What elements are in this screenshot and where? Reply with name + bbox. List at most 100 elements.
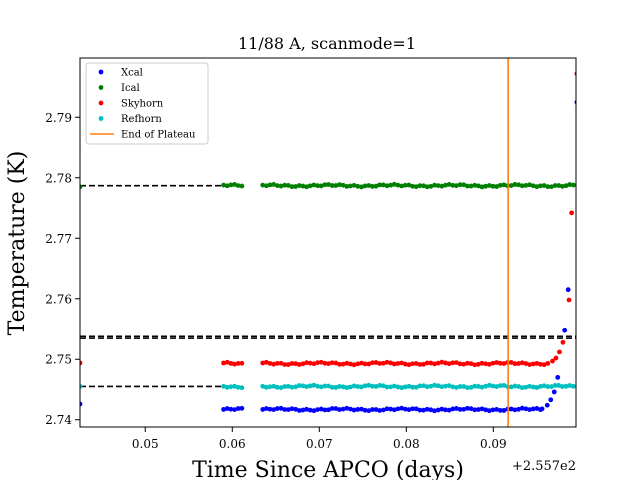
- data-point-refhorn: [443, 383, 448, 389]
- data-point-ical: [457, 182, 463, 188]
- data-point-xcal: [369, 407, 375, 412]
- data-point-refhorn: [432, 382, 437, 388]
- data-point-refhorn: [556, 383, 562, 388]
- data-point-skyhorn: [221, 360, 226, 366]
- data-point-ical: [340, 182, 346, 188]
- data-point-ical: [263, 183, 269, 189]
- data-point-xcal: [344, 405, 350, 411]
- data-point-xcal: [274, 406, 280, 411]
- data-point-ical: [344, 183, 350, 189]
- data-point-refhorn: [395, 384, 401, 390]
- data-point-refhorn: [483, 383, 489, 389]
- data-point-skyhorn: [315, 360, 320, 366]
- data-point-ical: [289, 184, 295, 190]
- data-point-xcal: [523, 406, 529, 412]
- data-point-skyhorn: [300, 361, 306, 367]
- data-point-refhorn: [289, 384, 295, 390]
- data-point-skyhorn: [450, 360, 456, 366]
- data-point-ical: [410, 183, 415, 189]
- data-point-xcal: [457, 406, 463, 412]
- data-point-xcal: [539, 406, 545, 412]
- data-point-refhorn: [351, 383, 357, 389]
- data-point-ical: [380, 182, 386, 188]
- data-point-skyhorn: [362, 361, 368, 367]
- data-point-ical: [384, 183, 390, 189]
- data-point-ical: [267, 182, 273, 188]
- data-point-xcal: [318, 406, 324, 412]
- data-point-skyhorn: [271, 361, 277, 367]
- data-point-refhorn: [497, 383, 503, 389]
- data-point-skyhorn: [293, 361, 299, 367]
- data-point-ical: [406, 182, 412, 188]
- data-point-xcal: [548, 397, 554, 403]
- data-point-skyhorn: [454, 360, 459, 366]
- data-point-refhorn: [384, 384, 390, 390]
- data-point-skyhorn: [501, 361, 507, 366]
- data-point-refhorn: [560, 384, 565, 389]
- data-point-xcal: [424, 406, 430, 412]
- plot-data-layer: [80, 58, 576, 427]
- data-point-ical: [556, 183, 562, 188]
- data-point-ical: [560, 183, 565, 189]
- data-point-ical: [541, 183, 547, 188]
- data-point-refhorn: [428, 383, 434, 389]
- data-point-xcal: [399, 405, 405, 411]
- data-point-skyhorn: [311, 361, 317, 367]
- data-point-ical: [285, 183, 291, 188]
- data-point-ical: [232, 182, 237, 187]
- legend-box: [85, 62, 209, 145]
- data-point-skyhorn: [457, 361, 463, 367]
- data-point-ical: [315, 183, 320, 189]
- series-xcal: [80, 99, 576, 414]
- legend-label: Xcal: [121, 68, 143, 79]
- y-tick-label: 2.79: [45, 111, 72, 125]
- data-point-refhorn: [318, 384, 324, 390]
- data-point-ical: [538, 183, 543, 189]
- data-point-xcal: [516, 406, 521, 412]
- data-point-refhorn: [475, 383, 481, 389]
- data-point-ical: [435, 183, 441, 189]
- data-point-refhorn: [293, 384, 299, 390]
- data-point-xcal: [384, 406, 390, 412]
- data-point-skyhorn: [235, 360, 241, 366]
- data-point-skyhorn: [344, 360, 350, 366]
- data-point-skyhorn: [359, 360, 364, 366]
- data-point-xcal: [300, 407, 306, 413]
- data-point-skyhorn: [388, 360, 394, 366]
- legend-marker-skyhorn: [98, 100, 104, 106]
- data-point-refhorn: [541, 383, 547, 389]
- data-point-skyhorn: [545, 361, 551, 366]
- data-point-xcal: [260, 407, 266, 412]
- data-point-ical: [490, 183, 496, 189]
- data-point-ical: [282, 182, 288, 188]
- data-point-ical: [508, 183, 514, 188]
- data-point-ical: [300, 183, 306, 189]
- data-point-refhorn: [296, 383, 302, 388]
- data-point-refhorn: [263, 384, 269, 390]
- data-point-xcal: [439, 406, 445, 412]
- data-point-refhorn: [221, 383, 226, 389]
- data-point-skyhorn: [541, 362, 547, 368]
- series-skyhorn: [80, 71, 576, 368]
- data-point-ical: [228, 182, 234, 188]
- data-point-ical: [326, 182, 331, 187]
- data-point-ical: [355, 183, 361, 189]
- data-point-ical: [373, 183, 379, 189]
- data-point-refhorn: [421, 383, 426, 389]
- data-point-skyhorn: [384, 359, 390, 365]
- legend-marker-xcal: [98, 69, 104, 75]
- data-point-skyhorn: [406, 362, 412, 368]
- legend-label: Skyhorn: [121, 99, 164, 110]
- series-refhorn: [80, 382, 576, 391]
- data-point-xcal: [461, 406, 467, 412]
- data-point-skyhorn: [278, 360, 284, 366]
- data-point-skyhorn: [443, 360, 448, 366]
- data-point-ical: [399, 183, 405, 189]
- data-point-refhorn: [391, 383, 397, 389]
- data-point-xcal: [366, 408, 372, 414]
- data-point-refhorn: [519, 385, 525, 391]
- data-point-xcal: [377, 408, 383, 413]
- data-point-ical: [552, 183, 558, 188]
- data-point-skyhorn: [296, 362, 302, 367]
